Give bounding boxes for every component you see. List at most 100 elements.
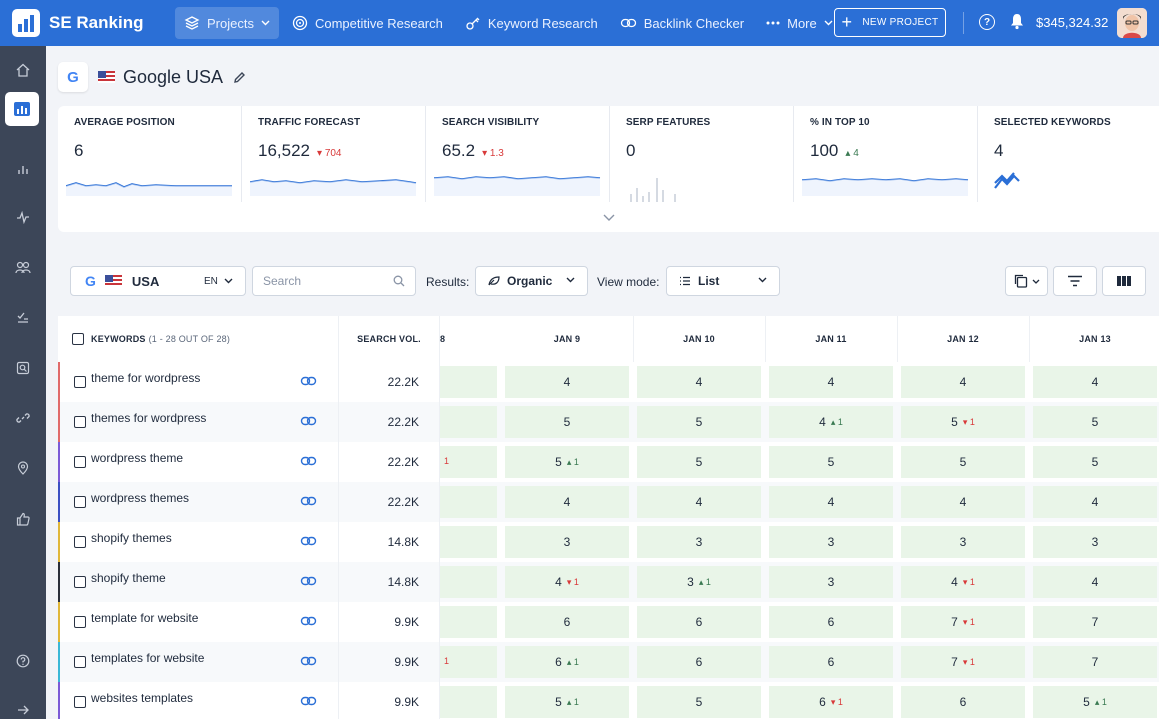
position-cell[interactable]: 4 ▾ 1 (505, 566, 629, 598)
stat-search-visibility[interactable]: SEARCH VISIBILITY 65.2 ▾ 1.3 (426, 106, 610, 202)
row-checkbox[interactable] (74, 536, 86, 548)
pulse-icon[interactable] (13, 207, 33, 227)
nav-keyword-research[interactable]: Keyword Research (456, 7, 607, 39)
position-cell[interactable]: 6 (637, 646, 761, 678)
stat-serp-features[interactable]: SERP FEATURES 0 (610, 106, 794, 202)
rankings-icon[interactable] (5, 92, 39, 126)
date-header[interactable]: JAN 11 (769, 316, 893, 362)
position-cell[interactable]: 7 (1033, 606, 1157, 638)
keyword-text[interactable]: wordpress themes (91, 491, 190, 505)
position-cell[interactable]: 5 (901, 446, 1025, 478)
home-icon[interactable] (13, 60, 33, 80)
row-checkbox[interactable] (74, 656, 86, 668)
stat-selected-keywords[interactable]: SELECTED KEYWORDS 4 (978, 106, 1159, 202)
position-cell[interactable]: 4 ▴ 1 (769, 406, 893, 438)
position-cell[interactable]: 5 (1033, 446, 1157, 478)
table-row[interactable]: template for website 9.9K 6 6 6 7 ▾ 1 7 (58, 602, 1159, 642)
position-cell[interactable]: 5 (769, 446, 893, 478)
expand-sidebar-icon[interactable] (13, 700, 33, 719)
position-cell[interactable]: 3 (769, 566, 893, 598)
table-row[interactable]: shopify themes 14.8K 3 3 3 3 3 (58, 522, 1159, 562)
nav-projects[interactable]: Projects (175, 7, 279, 39)
row-checkbox[interactable] (74, 456, 86, 468)
position-cell[interactable]: 6 (769, 646, 893, 678)
link-icon[interactable] (300, 534, 317, 548)
position-cell[interactable]: 6 (637, 606, 761, 638)
location-pin-icon[interactable] (13, 458, 33, 478)
edit-icon[interactable] (233, 71, 246, 84)
date-header[interactable]: JAN 13 (1033, 316, 1157, 362)
analytics-icon[interactable] (13, 158, 33, 178)
table-row[interactable]: templates for website 9.9K 1 6 ▴ 1 6 6 7 ▾ 1 7 (58, 642, 1159, 682)
nav-backlink-checker[interactable]: Backlink Checker (611, 7, 753, 39)
position-cell[interactable]: 3 (769, 526, 893, 558)
position-cell[interactable]: 5 (505, 406, 629, 438)
position-cell[interactable]: 4 (1033, 366, 1157, 398)
avatar[interactable] (1117, 8, 1147, 38)
position-cell[interactable]: 5 ▾ 1 (901, 406, 1025, 438)
row-checkbox[interactable] (74, 576, 86, 588)
date-header[interactable]: JAN 12 (901, 316, 1025, 362)
position-cell[interactable]: 6 (769, 606, 893, 638)
date-header[interactable]: JAN 10 (637, 316, 761, 362)
position-cell[interactable]: 5 ▴ 1 (505, 686, 629, 718)
stat-percent-top-10[interactable]: % IN TOP 10 100 ▴ 4 (794, 106, 978, 202)
table-row[interactable]: websites templates 9.9K 5 ▴ 1 5 6 ▾ 1 6 5 ▴ 1 (58, 682, 1159, 719)
link-icon[interactable] (300, 574, 317, 588)
copy-button[interactable] (1005, 266, 1048, 296)
position-cell[interactable]: 4 (505, 486, 629, 518)
keyword-text[interactable]: theme for wordpress (91, 371, 201, 385)
position-cell[interactable]: 7 ▾ 1 (901, 646, 1025, 678)
link-icon[interactable] (300, 694, 317, 708)
location-select[interactable]: G USA EN (70, 266, 246, 296)
position-cell[interactable]: 6 (505, 606, 629, 638)
row-checkbox[interactable] (74, 416, 86, 428)
results-dropdown[interactable]: Organic (475, 266, 588, 296)
table-row[interactable]: theme for wordpress 22.2K 4 4 4 4 4 (58, 362, 1159, 402)
nav-more[interactable]: More (757, 7, 842, 39)
keyword-text[interactable]: wordpress theme (91, 451, 184, 465)
position-cell[interactable]: 5 ▴ 1 (1033, 686, 1157, 718)
search-volume-header[interactable]: SEARCH VOL. (338, 316, 440, 362)
nav-competitive-research[interactable]: Competitive Research (283, 7, 452, 39)
position-cell[interactable]: 4 (901, 486, 1025, 518)
position-cell[interactable]: 4 (769, 486, 893, 518)
date-header[interactable]: JAN 9 (505, 316, 629, 362)
position-cell[interactable]: 5 (637, 406, 761, 438)
keyword-text[interactable]: templates for website (91, 651, 205, 665)
position-cell[interactable]: 4 (901, 366, 1025, 398)
row-checkbox[interactable] (74, 616, 86, 628)
keyword-text[interactable]: websites templates (91, 691, 194, 705)
keyword-text[interactable]: themes for wordpress (91, 411, 207, 425)
position-cell[interactable]: 4 (1033, 486, 1157, 518)
position-cell[interactable]: 5 (637, 446, 761, 478)
filter-button[interactable] (1053, 266, 1097, 296)
keyword-text[interactable]: template for website (91, 611, 199, 625)
search-input[interactable] (253, 267, 383, 295)
search-icon[interactable] (393, 275, 405, 287)
table-row[interactable]: shopify theme 14.8K 4 ▾ 1 3 ▴ 1 3 4 ▾ 1 4 (58, 562, 1159, 602)
position-cell[interactable]: 3 (637, 526, 761, 558)
position-cell[interactable]: 3 (505, 526, 629, 558)
row-checkbox[interactable] (74, 696, 86, 708)
position-cell[interactable]: 5 (1033, 406, 1157, 438)
position-cell[interactable]: 7 ▾ 1 (901, 606, 1025, 638)
link-icon[interactable] (300, 374, 317, 388)
position-cell[interactable]: 5 (637, 686, 761, 718)
position-cell[interactable]: 6 ▴ 1 (505, 646, 629, 678)
position-cell[interactable]: 4 (637, 486, 761, 518)
position-cell[interactable]: 4 (505, 366, 629, 398)
backlinks-icon[interactable] (13, 408, 33, 428)
link-icon[interactable] (300, 494, 317, 508)
position-cell[interactable]: 4 ▾ 1 (901, 566, 1025, 598)
checklist-icon[interactable] (13, 307, 33, 327)
expand-chevron-icon[interactable] (603, 214, 615, 222)
audit-icon[interactable] (13, 358, 33, 378)
position-cell[interactable]: 7 (1033, 646, 1157, 678)
position-cell[interactable]: 4 (637, 366, 761, 398)
position-cell[interactable]: 6 (901, 686, 1025, 718)
account-balance[interactable]: $345,324.32 (1036, 15, 1109, 30)
thumbs-up-icon[interactable] (13, 509, 33, 529)
keyword-text[interactable]: shopify theme (91, 571, 166, 585)
row-checkbox[interactable] (74, 496, 86, 508)
